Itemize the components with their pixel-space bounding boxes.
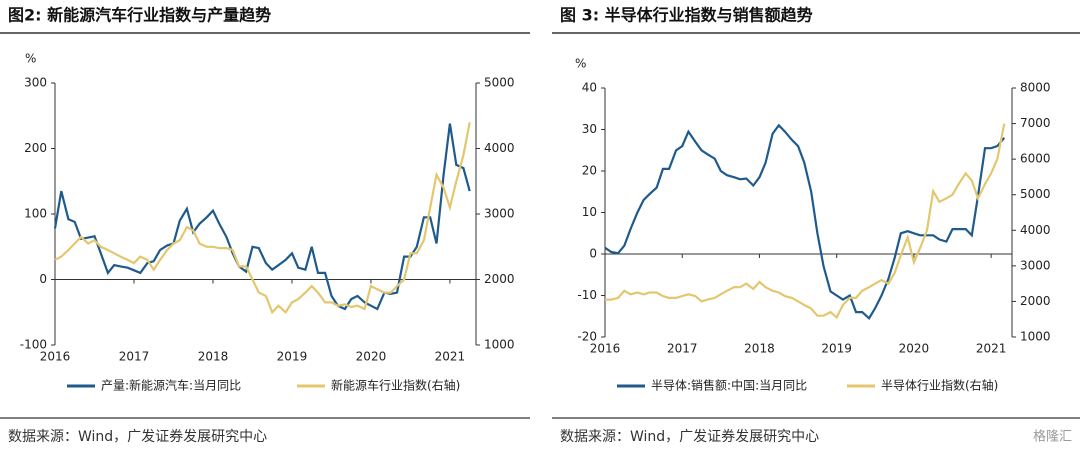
y2-tick-label: 3000: [1020, 258, 1051, 272]
watermark: 格隆汇: [1033, 429, 1072, 445]
y-tick-label: 30: [582, 122, 597, 136]
legend-label: 产量:新能源汽车:当月同比: [101, 378, 241, 393]
y2-tick-label: 2000: [1020, 294, 1051, 308]
legend-label: 新能源车行业指数(右轴): [331, 378, 460, 393]
y-tick-label: 0: [39, 272, 47, 286]
x-tick-label: 2019: [821, 342, 852, 356]
y-tick-label: 100: [24, 207, 47, 221]
chart-title: 图2: 新能源汽车行业指数与产量趋势: [8, 6, 271, 25]
x-tick-label: 2020: [356, 350, 387, 364]
y2-tick-label: 2000: [484, 272, 515, 286]
y2-tick-label: 6000: [1020, 152, 1051, 166]
x-tick-label: 2016: [40, 350, 71, 364]
y-tick-label: 40: [582, 81, 597, 95]
y-tick-label: -100: [20, 338, 47, 352]
y2-tick-label: 8000: [1020, 81, 1051, 95]
y-tick-label: 200: [24, 141, 47, 155]
data-line: [54, 122, 471, 315]
y-tick-label: 0: [589, 247, 597, 261]
y2-tick-label: 1000: [484, 338, 515, 352]
source-note: 数据来源：Wind，广发证券发展研究中心: [560, 429, 819, 445]
y2-tick-label: 3000: [484, 207, 515, 221]
x-tick-label: 2019: [277, 350, 308, 364]
x-tick-label: 2017: [119, 350, 150, 364]
y-tick-label: -10: [577, 288, 597, 302]
y2-tick-label: 5000: [484, 76, 515, 90]
x-tick-label: 2021: [435, 350, 466, 364]
y2-tick-label: 4000: [484, 141, 515, 155]
y2-tick-label: 5000: [1020, 187, 1051, 201]
y-tick-label: 20: [582, 164, 597, 178]
x-tick-label: 2018: [198, 350, 229, 364]
x-tick-label: 2016: [590, 342, 621, 356]
data-line: [604, 123, 1006, 321]
chart-title: 图 3: 半导体行业指数与销售额趋势: [560, 6, 813, 25]
y-axis-label: %: [575, 57, 586, 71]
y-tick-label: 10: [582, 205, 597, 219]
x-tick-label: 2021: [976, 342, 1007, 356]
y2-tick-label: 4000: [1020, 223, 1051, 237]
x-tick-label: 2017: [667, 342, 698, 356]
y-tick-label: 300: [24, 76, 47, 90]
data-line: [53, 123, 471, 311]
y-tick-label: -20: [577, 330, 597, 344]
legend-label: 半导体:销售额:中国:当月同比: [651, 378, 807, 393]
y-axis-label: %: [25, 52, 36, 66]
y2-tick-label: 7000: [1020, 116, 1051, 130]
data-line: [605, 123, 1006, 320]
x-tick-label: 2020: [899, 342, 930, 356]
y2-tick-label: 1000: [1020, 330, 1051, 344]
source-note: 数据来源：Wind，广发证券发展研究中心: [8, 429, 267, 445]
legend-label: 半导体行业指数(右轴): [881, 378, 998, 393]
x-tick-label: 2018: [744, 342, 775, 356]
